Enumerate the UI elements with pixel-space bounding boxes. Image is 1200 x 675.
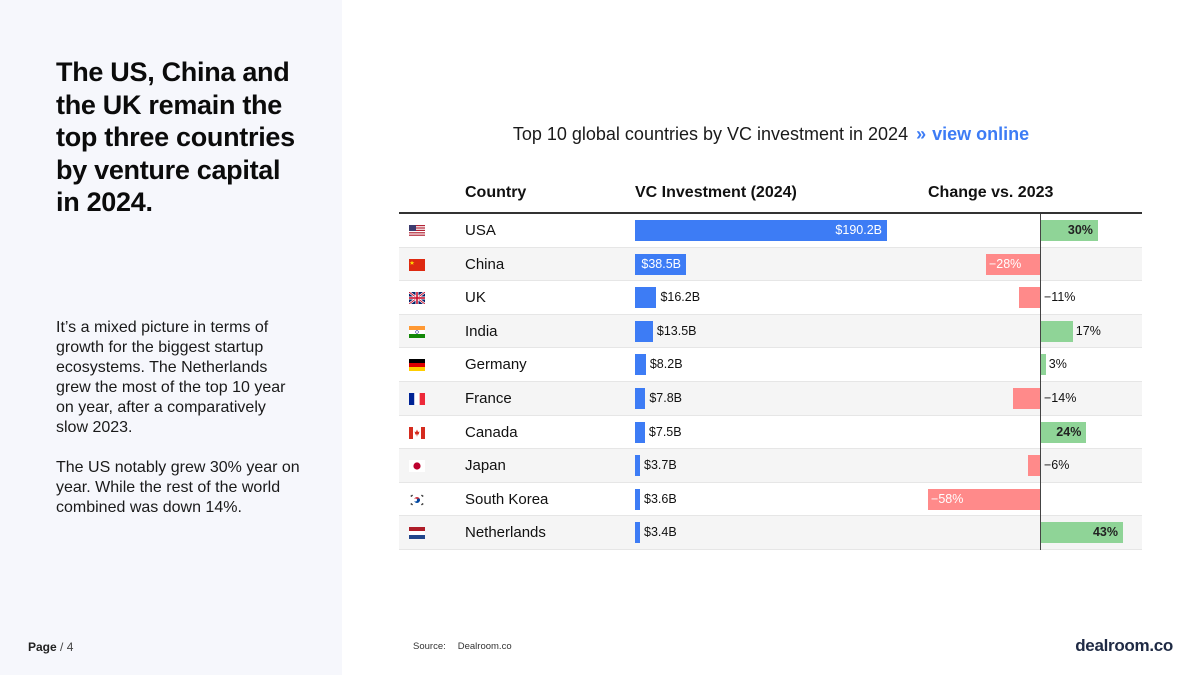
change-bar-france xyxy=(1012,387,1040,409)
header-divider xyxy=(399,212,1142,214)
change-bar-uk xyxy=(1018,287,1040,309)
south-korea-flag-icon xyxy=(409,493,425,506)
change-label-uk: −11% xyxy=(1044,290,1076,305)
page-number: / 4 xyxy=(60,640,74,654)
investment-label-south-korea: $3.6B xyxy=(644,491,677,506)
chart-title: Top 10 global countries by VC investment… xyxy=(512,124,909,144)
change-bar-india xyxy=(1040,320,1073,342)
us-paragraph: The US notably grew 30% year on year. Wh… xyxy=(56,459,300,516)
investment-label-india: $13.5B xyxy=(656,323,697,338)
intro-paragraph: It’s a mixed picture in terms of growth … xyxy=(56,319,286,436)
change-label-germany: 3% xyxy=(1048,357,1067,372)
investment-bar-germany xyxy=(635,354,646,376)
investment-bar-france xyxy=(635,387,646,409)
country-table: USA $190.2B 30% China $38.5B −28% UK $16.2B −11%… xyxy=(399,214,1142,550)
dealroom-logo: dealroom.co xyxy=(1075,636,1173,655)
country-name: Netherlands xyxy=(465,524,546,542)
column-header-change: Change vs. 2023 xyxy=(928,184,1054,201)
country-name: Germany xyxy=(465,356,527,374)
change-bar-japan xyxy=(1028,455,1040,477)
japan-flag-icon xyxy=(409,459,425,473)
chevron-right-icon: » xyxy=(916,124,927,144)
table-row-south-korea: South Korea $3.6B −58% xyxy=(399,483,1142,517)
left-panel: The US, China and the UK remain the top … xyxy=(0,0,342,675)
country-name: Japan xyxy=(465,457,506,475)
source-note: Source: Dealroom.co xyxy=(413,641,512,652)
table-row-china: China $38.5B −28% xyxy=(399,247,1142,282)
china-flag-icon xyxy=(409,258,425,271)
investment-bar-canada xyxy=(635,421,645,443)
investment-bar-china xyxy=(635,253,686,275)
table-row-netherlands: Netherlands $3.4B 43% xyxy=(399,516,1142,550)
country-name: India xyxy=(465,322,498,340)
column-header-country: Country xyxy=(465,184,527,201)
table-row-france: France $7.8B −14% xyxy=(399,381,1142,416)
change-label-india: 17% xyxy=(1075,323,1101,338)
investment-bar-japan xyxy=(635,455,640,477)
investment-label-canada: $7.5B xyxy=(648,424,682,439)
change-label-china: −28% xyxy=(988,256,1022,271)
change-label-south-korea: −58% xyxy=(931,491,964,506)
us-flag-icon xyxy=(409,224,425,237)
headline: The US, China and the UK remain the top … xyxy=(56,57,295,217)
country-name: UK xyxy=(465,289,486,307)
column-header-investment: VC Investment (2024) xyxy=(635,184,797,201)
india-flag-icon xyxy=(409,325,425,338)
country-name: China xyxy=(465,255,505,273)
chart-title-row: Top 10 global countries by VC investment… xyxy=(400,124,1142,145)
change-bar-canada xyxy=(1040,421,1087,443)
change-label-usa: 30% xyxy=(1067,223,1093,237)
country-name: Canada xyxy=(465,423,518,441)
change-label-france: −14% xyxy=(1044,390,1077,405)
page-indicator: Page / 4 xyxy=(28,640,73,654)
page-label: Page xyxy=(28,640,57,654)
change-bar-south-korea xyxy=(928,488,1040,510)
investment-bar-uk xyxy=(635,287,657,309)
investment-label-japan: $3.7B xyxy=(644,458,677,473)
country-name: South Korea xyxy=(465,490,549,508)
change-bar-china xyxy=(985,253,1040,275)
investment-bar-south-korea xyxy=(635,488,640,510)
source-value: Dealroom.co xyxy=(457,641,512,652)
investment-label-netherlands: $3.4B xyxy=(644,525,677,540)
table-row-germany: Germany $8.2B 3% xyxy=(399,348,1142,382)
country-name: France xyxy=(465,389,512,407)
change-label-japan: −6% xyxy=(1044,458,1070,473)
table-row-uk: UK $16.2B −11% xyxy=(399,281,1142,315)
table-row-japan: Japan $3.7B −6% xyxy=(399,449,1142,483)
table-row-canada: Canada $7.5B 24% xyxy=(399,416,1142,450)
investment-bar-india xyxy=(635,320,653,342)
investment-label-germany: $8.2B xyxy=(649,357,683,372)
investment-bar-usa xyxy=(635,220,887,241)
france-flag-icon xyxy=(409,392,425,405)
netherlands-flag-icon xyxy=(409,526,425,540)
change-label-canada: 24% xyxy=(1056,424,1082,439)
investment-label-france: $7.8B xyxy=(649,390,682,405)
table-row-usa: USA $190.2B 30% xyxy=(399,214,1142,248)
change-bar-usa xyxy=(1040,220,1098,241)
change-label-netherlands: 43% xyxy=(1092,525,1118,540)
change-bar-netherlands xyxy=(1040,522,1123,544)
view-online-link[interactable]: view online xyxy=(932,124,1030,144)
country-name: USA xyxy=(465,222,496,239)
investment-label-usa: $190.2B xyxy=(835,223,882,237)
uk-flag-icon xyxy=(408,291,426,306)
canada-flag-icon xyxy=(409,426,425,439)
investment-label-china: $38.5B xyxy=(641,256,682,271)
change-bar-germany xyxy=(1040,354,1046,376)
source-label: Source: xyxy=(413,641,446,652)
investment-label-uk: $16.2B xyxy=(660,290,701,305)
change-zero-line xyxy=(1040,214,1041,550)
germany-flag-icon xyxy=(409,358,425,372)
table-row-india: India $13.5B 17% xyxy=(399,314,1142,349)
investment-bar-netherlands xyxy=(635,522,640,544)
